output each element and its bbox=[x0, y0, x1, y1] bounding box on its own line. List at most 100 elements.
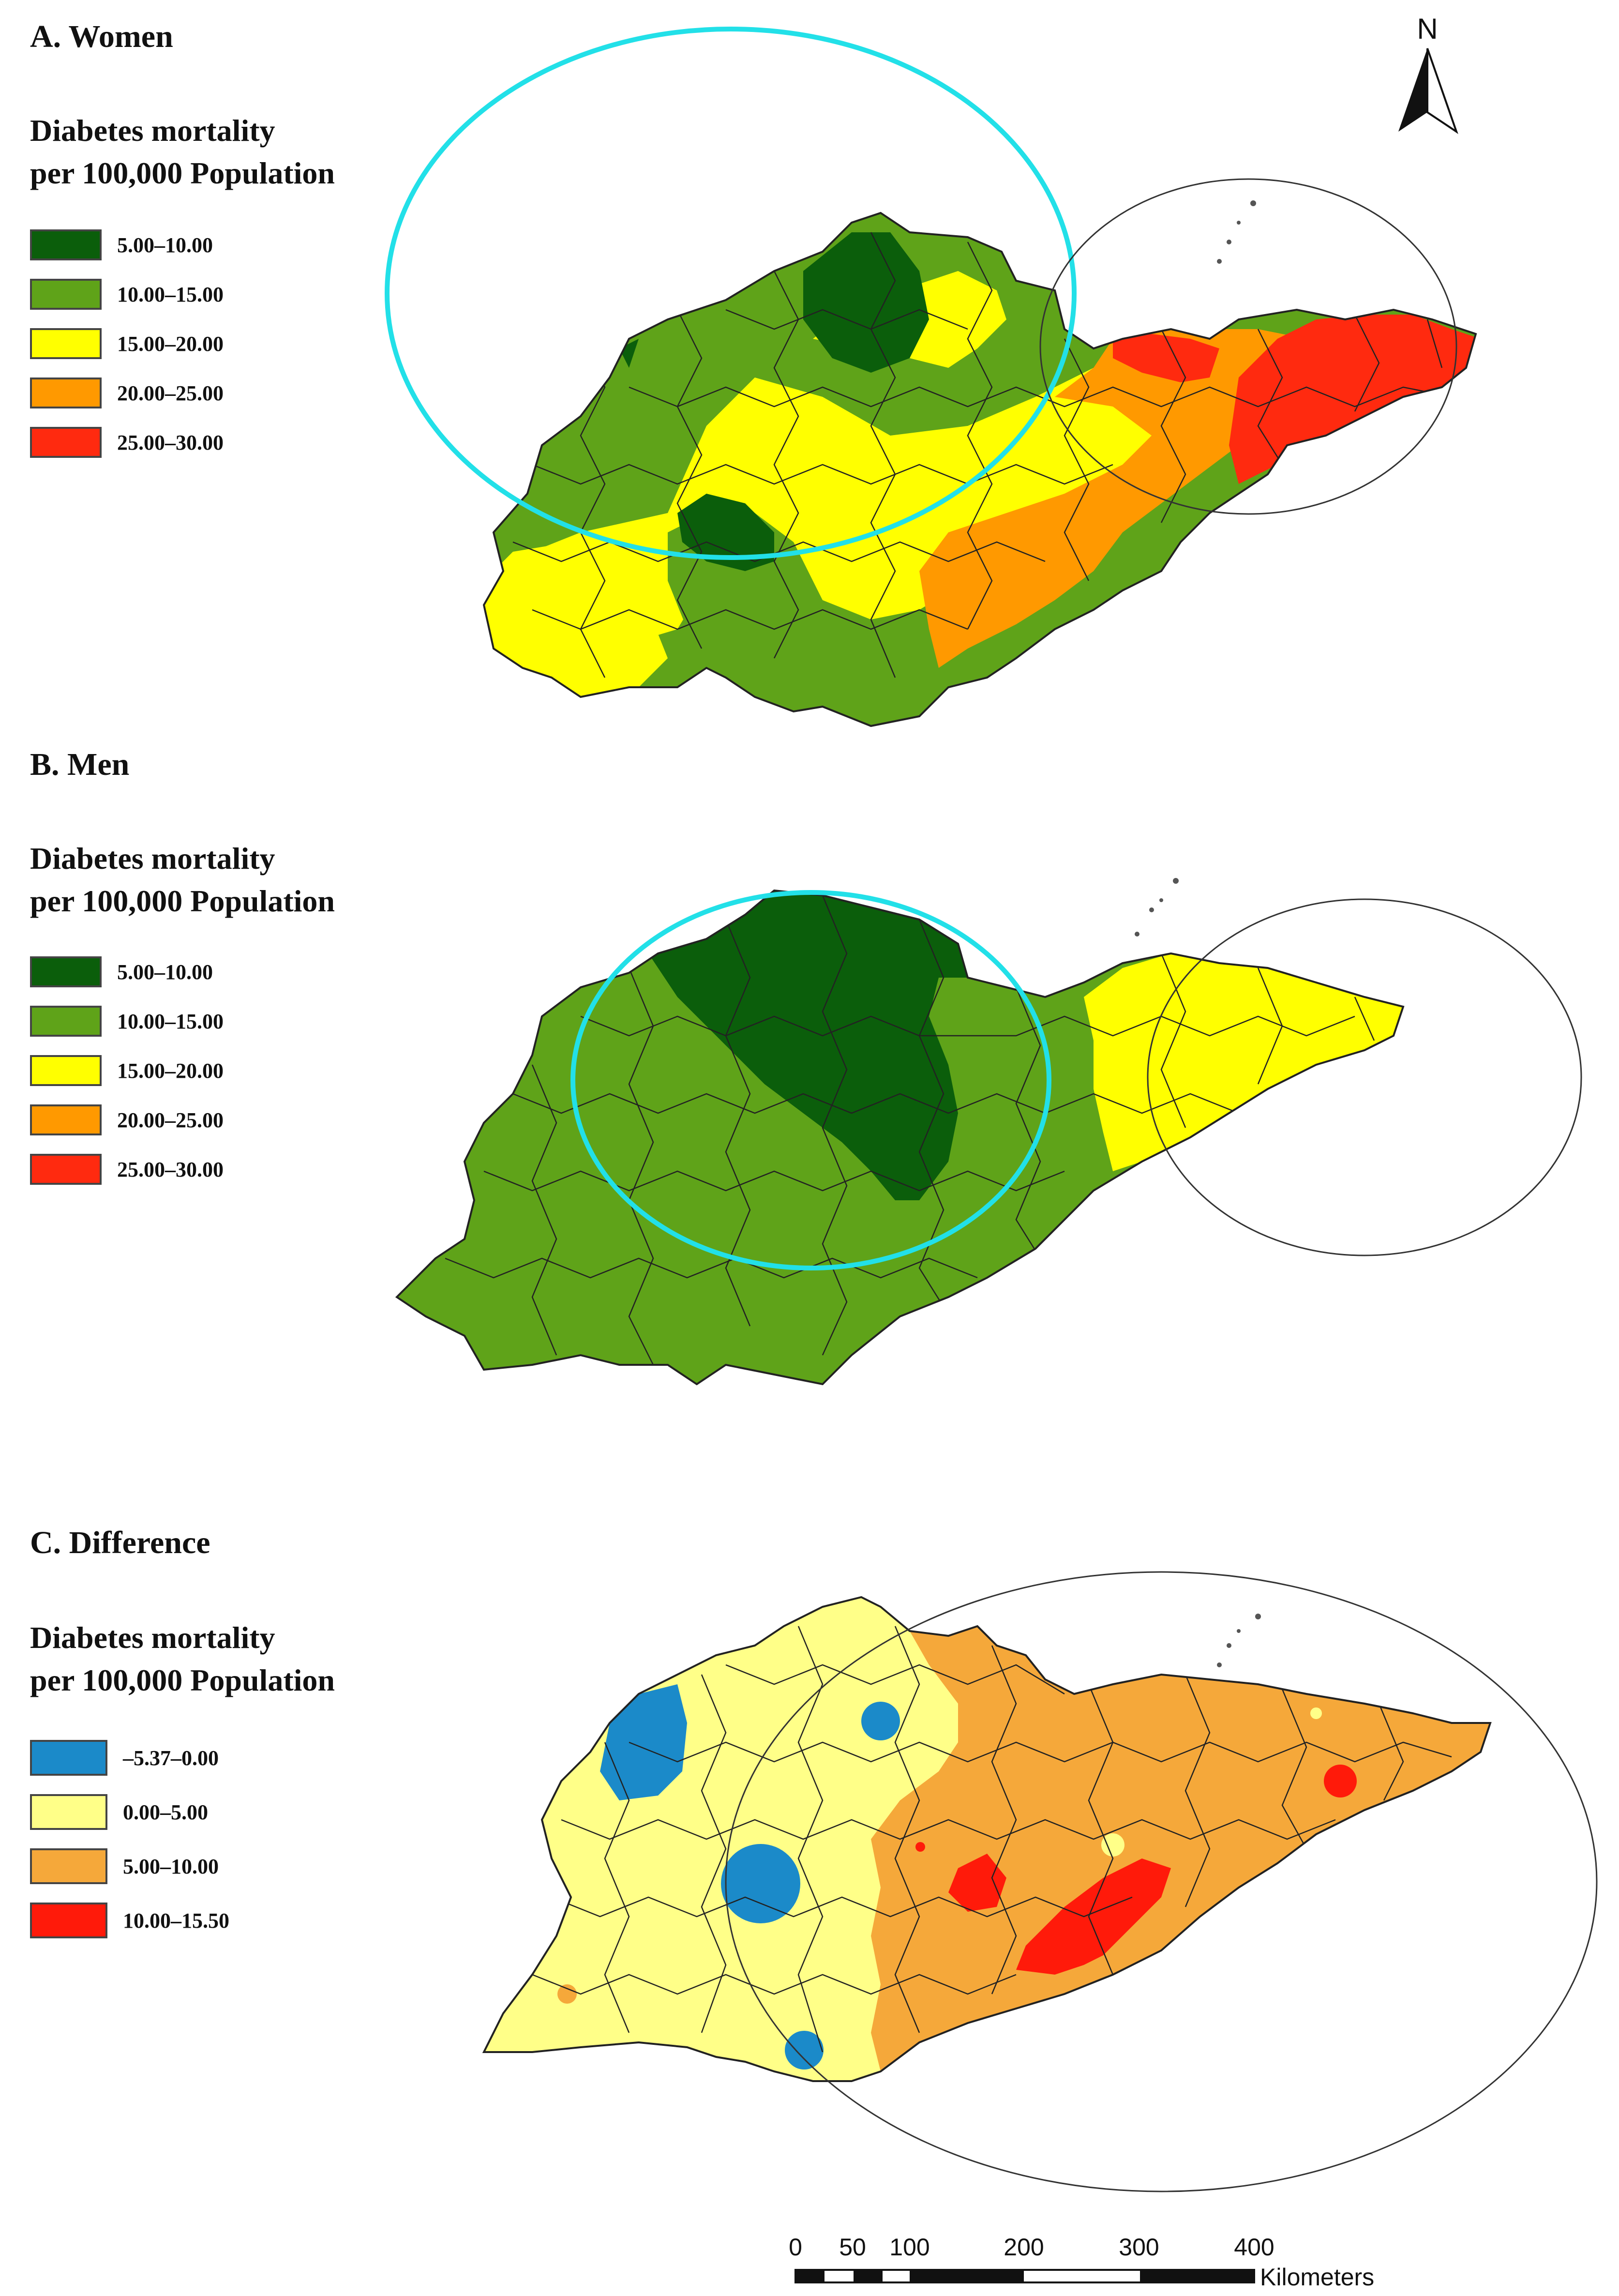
legend-label: 5.00–10.00 bbox=[117, 960, 213, 984]
legend-label: 25.00–30.00 bbox=[117, 430, 224, 454]
panel-c-legend-item-4: 10.00–15.50 bbox=[30, 1903, 229, 1938]
scale-tick-label: 50 bbox=[839, 2234, 866, 2261]
north-arrow-icon: N bbox=[1398, 13, 1458, 134]
panel-a-legend-item-4: 20.00–25.00 bbox=[30, 378, 224, 408]
scale-tick-label: 200 bbox=[1004, 2234, 1044, 2261]
cluster-ellipse bbox=[1039, 178, 1457, 515]
legend-swatch bbox=[30, 1848, 107, 1884]
legend-label: 5.00–10.00 bbox=[117, 233, 213, 257]
legend-label: –5.37–0.00 bbox=[123, 1746, 219, 1770]
panel-c-legend-item-3: 5.00–10.00 bbox=[30, 1848, 219, 1884]
legend-swatch bbox=[30, 1006, 102, 1037]
region-fill-0-5 bbox=[1101, 1833, 1124, 1857]
region-fill-15-20 bbox=[1084, 953, 1403, 1171]
region-fill-15-20 bbox=[484, 542, 668, 697]
legend-swatch bbox=[30, 1154, 102, 1185]
highlight-ellipse bbox=[570, 890, 1051, 1270]
panel-a-title: A. Women bbox=[30, 19, 173, 54]
panel-c-legend-item-2: 0.00–5.00 bbox=[30, 1794, 208, 1830]
panel-a-legend-item-1: 5.00–10.00 bbox=[30, 229, 213, 260]
north-label: N bbox=[1417, 13, 1438, 45]
legend-swatch bbox=[30, 1903, 107, 1938]
panel-c-map bbox=[482, 1571, 1598, 2192]
province-outline bbox=[482, 1596, 1492, 2082]
region-fill-neg bbox=[785, 2031, 824, 2069]
legend-label: 15.00–20.00 bbox=[117, 332, 224, 356]
region-fill-5-10 bbox=[648, 891, 968, 1200]
legend-swatch bbox=[30, 378, 102, 408]
legend-swatch bbox=[30, 956, 102, 987]
islands bbox=[1217, 200, 1256, 264]
panel-a-legend-item-5: 25.00–30.00 bbox=[30, 427, 224, 458]
legend-swatch bbox=[30, 328, 102, 359]
region-fill-neg bbox=[600, 1684, 687, 1800]
region-fill-10-15 bbox=[915, 1842, 925, 1852]
legend-label: 20.00–25.00 bbox=[117, 381, 224, 405]
panel-a-map bbox=[385, 27, 1477, 727]
panel-c-title: C. Difference bbox=[30, 1525, 210, 1560]
legend-title-line2: per 100,000 Population bbox=[30, 1663, 335, 1697]
legend-label: 0.00–5.00 bbox=[123, 1800, 208, 1824]
legend-title-line1: Diabetes mortality bbox=[30, 113, 275, 148]
legend-swatch bbox=[30, 427, 102, 458]
panel-c-legend-item-1: –5.37–0.00 bbox=[30, 1740, 219, 1776]
panel-b-title: B. Men bbox=[30, 747, 130, 782]
highlight-ellipse bbox=[385, 27, 1077, 560]
legend-title-line2: per 100,000 Population bbox=[30, 156, 335, 190]
scale-bar: 0 50 100 200 300 400 Kilometers bbox=[789, 2234, 1374, 2291]
legend-title-line1: Diabetes mortality bbox=[30, 1620, 275, 1655]
province-outline bbox=[482, 211, 1477, 727]
panel-b-legend-item-4: 20.00–25.00 bbox=[30, 1104, 224, 1135]
legend-label: 15.00–20.00 bbox=[117, 1058, 224, 1083]
region-fill-25-30 bbox=[1229, 315, 1476, 484]
panel-b-map bbox=[395, 878, 1582, 1386]
legend-swatch bbox=[30, 1740, 107, 1776]
panel-a-legend-title: Diabetes mortality per 100,000 Populatio… bbox=[30, 109, 335, 195]
legend-label: 25.00–30.00 bbox=[117, 1157, 224, 1181]
county-boundaries bbox=[512, 232, 1452, 678]
legend-label: 10.00–15.00 bbox=[117, 1009, 224, 1033]
legend-swatch bbox=[30, 229, 102, 260]
panel-a-legend-item-3: 15.00–20.00 bbox=[30, 328, 224, 359]
region-fill-10-15 bbox=[1324, 1765, 1357, 1798]
cluster-ellipse bbox=[725, 1571, 1598, 2192]
region-fill-20-25 bbox=[919, 329, 1306, 668]
legend-label: 20.00–25.00 bbox=[117, 1108, 224, 1132]
county-boundaries bbox=[445, 895, 1375, 1365]
region-fill-10-15 bbox=[1016, 1858, 1171, 1975]
region-fill-25-30 bbox=[1113, 334, 1219, 382]
county-boundaries bbox=[532, 1626, 1452, 2053]
province-outline bbox=[395, 889, 1405, 1386]
panel-b-legend-item-3: 15.00–20.00 bbox=[30, 1055, 224, 1086]
region-fill-neg bbox=[721, 1844, 800, 1923]
scale-tick-label: 100 bbox=[889, 2234, 929, 2261]
panel-a-legend-item-2: 10.00–15.00 bbox=[30, 279, 224, 310]
legend-label: 5.00–10.00 bbox=[123, 1854, 219, 1878]
region-fill-5-10 bbox=[557, 1984, 577, 2004]
legend-title-line2: per 100,000 Population bbox=[30, 884, 335, 918]
region-fill-neg bbox=[861, 1702, 900, 1740]
region-fill-10-15 bbox=[948, 1854, 1006, 1912]
region-fill-5-10 bbox=[871, 1626, 1490, 2071]
scale-unit-label: Kilometers bbox=[1260, 2264, 1374, 2291]
panel-b-legend-title: Diabetes mortality per 100,000 Populatio… bbox=[30, 837, 335, 922]
scale-tick-label: 0 bbox=[789, 2234, 802, 2261]
islands bbox=[1217, 1614, 1261, 1667]
scale-tick-label: 400 bbox=[1234, 2234, 1274, 2261]
cluster-ellipse bbox=[1147, 898, 1582, 1256]
legend-swatch bbox=[30, 1794, 107, 1830]
scale-tick-label: 300 bbox=[1119, 2234, 1159, 2261]
legend-swatch bbox=[30, 279, 102, 310]
legend-title-line1: Diabetes mortality bbox=[30, 841, 275, 876]
islands bbox=[1135, 878, 1179, 937]
legend-swatch bbox=[30, 1104, 102, 1135]
region-fill-0-5 bbox=[1310, 1707, 1322, 1719]
panel-b-legend-item-2: 10.00–15.00 bbox=[30, 1006, 224, 1037]
panel-b-legend-item-5: 25.00–30.00 bbox=[30, 1154, 224, 1185]
legend-label: 10.00–15.50 bbox=[123, 1908, 229, 1933]
region-fill-5-10 bbox=[803, 232, 929, 373]
panel-b-legend-item-1: 5.00–10.00 bbox=[30, 956, 213, 987]
panel-c-legend-title: Diabetes mortality per 100,000 Populatio… bbox=[30, 1616, 335, 1702]
legend-label: 10.00–15.00 bbox=[117, 282, 224, 306]
